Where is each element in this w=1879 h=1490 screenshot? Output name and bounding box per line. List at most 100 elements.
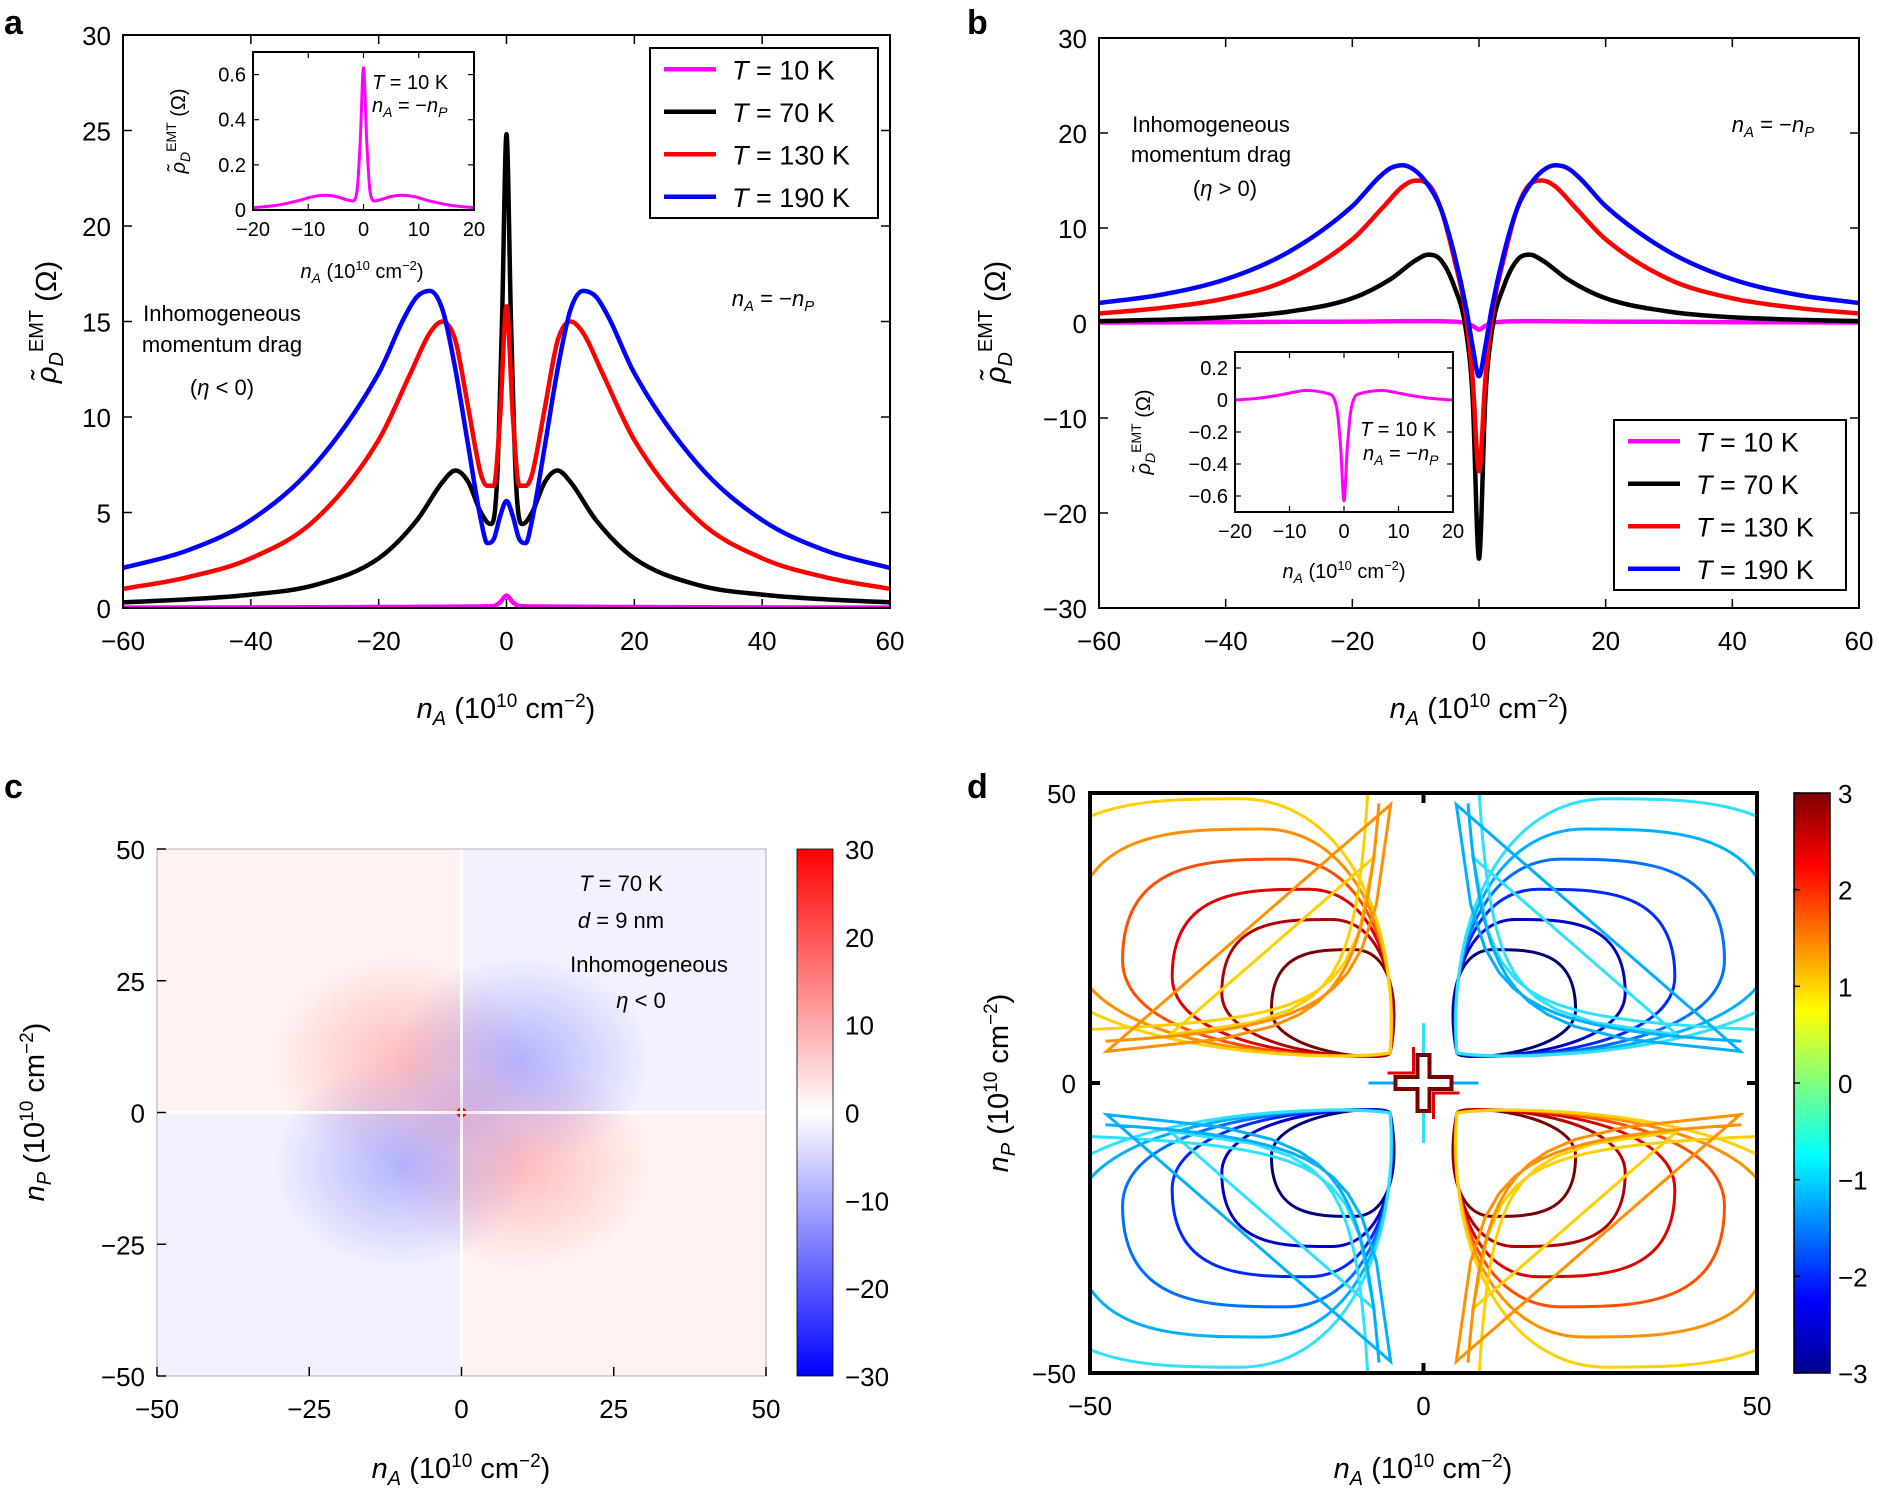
- contour-line: [1121, 1108, 1394, 1309]
- colorbar-d: −3 −2 −1 0 1 2 3: [1793, 779, 1868, 1389]
- y-tick-label: 0: [97, 594, 111, 624]
- heatmap-c: [157, 849, 766, 1376]
- colorbar-tick-label: 30: [845, 835, 874, 865]
- series-line: [1099, 318, 1859, 332]
- legend-b: T = 10 K T = 70 K T = 130 K T = 190 K: [1613, 419, 1847, 591]
- contour-line: [1453, 857, 1726, 1058]
- colorbar-tick-label: 0: [1838, 1069, 1852, 1099]
- legend-entry: T = 10 K: [1696, 427, 1799, 457]
- y-tick-label: 5: [97, 499, 111, 529]
- y-axis-label-b: ρ̃DEMT (Ω): [975, 261, 1017, 384]
- contour-line: [1470, 793, 1757, 1037]
- y-tick-label: −10: [1043, 404, 1087, 434]
- x-axis-label-c: nA (1010 cm−2): [372, 1451, 551, 1490]
- colorbar-tick-label: 3: [1838, 779, 1852, 809]
- panel-b: −60 −40 −20 0 20 40 60 −30 −20 −10 0 10 20 30 nA (101…: [975, 24, 1873, 730]
- legend-entry: T = 190 K: [732, 183, 850, 213]
- colorbar-tick-label: −3: [1838, 1359, 1868, 1389]
- y-tick-label: −30: [1043, 594, 1087, 624]
- y-tick-label: 0.2: [218, 155, 246, 177]
- colorbar-tick-label: −2: [1838, 1262, 1868, 1292]
- x-tick-label: 10: [408, 219, 430, 241]
- plot-frame-b: [1098, 37, 1860, 609]
- inset-annotation-b-0: T = 10 K: [1360, 419, 1437, 441]
- colorbar-tick-label: −20: [845, 1274, 889, 1304]
- x-tick-label: −60: [101, 626, 145, 656]
- series-line: [123, 303, 890, 592]
- x-tick-label: 0: [499, 626, 513, 656]
- x-tick-label: 0: [1416, 1391, 1430, 1421]
- y-axis-label-d: nP (1010 cm−2): [981, 994, 1020, 1173]
- y-tick-label: 20: [82, 212, 111, 242]
- y-tick-label: 25: [82, 117, 111, 147]
- annotation-c-0: T = 70 K: [579, 871, 663, 896]
- y-tick-label: −25: [101, 1230, 145, 1260]
- legend-box: [1613, 419, 1847, 591]
- y-tick-label: 0: [131, 1099, 145, 1129]
- x-tick-label: 10: [1387, 521, 1409, 543]
- x-tick-label: 0: [454, 1394, 468, 1424]
- y-tick-label: 0: [1073, 309, 1087, 339]
- contour-line: [1453, 887, 1677, 1058]
- annotation-c-2: Inhomogeneous: [570, 952, 728, 977]
- x-tick-label: 0: [1338, 521, 1349, 543]
- legend-entry: T = 130 K: [1696, 512, 1814, 542]
- y-tick-label: 20: [1058, 119, 1087, 149]
- x-tick-label: −40: [1204, 626, 1248, 656]
- x-tick-label: −10: [1273, 521, 1307, 543]
- panel-label-b: b: [967, 4, 988, 42]
- x-tick-label: 40: [748, 626, 777, 656]
- y-tick-label: 0.6: [218, 65, 246, 87]
- contour-line: [1102, 800, 1393, 1054]
- panel-d: −50 0 50 −50 0 50 −3 −2 −1 0 1 2 3 nA (1010 cm−2) n…: [981, 779, 1868, 1490]
- series-line: [1099, 163, 1859, 379]
- y-tick-label: 0.2: [1200, 358, 1228, 380]
- lobe: [270, 1060, 531, 1271]
- contour-line: [1090, 1108, 1393, 1369]
- y-tick-label: 10: [1058, 214, 1087, 244]
- y-tick-label: 30: [1058, 24, 1087, 54]
- inset-b: −20 −10 0 10 20 −0.6 −0.4 −0.2 0 0.2 nA (1010 cm−…: [1128, 351, 1464, 586]
- contour-line: [1121, 857, 1394, 1058]
- contour-line: [1453, 1108, 1677, 1279]
- contour-line: [1170, 1108, 1394, 1279]
- y-tick-label: 50: [1047, 779, 1076, 809]
- legend-entry: T = 10 K: [732, 55, 835, 85]
- annotation-a-1: momentum drag: [142, 332, 302, 357]
- series-line: [1235, 388, 1453, 503]
- plot-frame-a: [122, 34, 891, 609]
- inset-a: −20 −10 0 10 20 0 0.2 0.4 0.6 nA (1010 cm−2) ρ̃D…: [163, 51, 485, 286]
- inset-annotation-b-1: nA = −nP: [1363, 443, 1439, 468]
- x-tick-label: −20: [1218, 521, 1252, 543]
- x-tick-label: −40: [229, 626, 273, 656]
- x-tick-label: −50: [135, 1394, 179, 1424]
- x-tick-label: −50: [1068, 1391, 1112, 1421]
- contour-line: [1102, 1112, 1393, 1366]
- colorbar-tick-label: −30: [845, 1362, 889, 1392]
- x-tick-label: −10: [291, 219, 325, 241]
- contour-line: [1090, 797, 1393, 1058]
- y-tick-label: 0: [235, 200, 246, 222]
- contour-line: [1452, 917, 1627, 1058]
- contour-line: [1393, 1053, 1454, 1113]
- legend-entry: T = 70 K: [732, 98, 835, 128]
- annotation-b-1: momentum drag: [1131, 142, 1291, 167]
- contour-line: [1170, 887, 1394, 1058]
- contour-line: [1090, 1129, 1377, 1373]
- annotation-b-2: (η > 0): [1193, 176, 1257, 201]
- x-tick-label: −20: [236, 219, 270, 241]
- legend-box: [649, 47, 879, 219]
- contours-d: [1090, 793, 1757, 1373]
- x-tick-label: −25: [287, 1394, 331, 1424]
- y-tick-label: 15: [82, 308, 111, 338]
- annotation-a-0: Inhomogeneous: [143, 301, 301, 326]
- y-tick-label: 25: [116, 967, 145, 997]
- colorbar-c: −30 −20 −10 0 10 20 30: [796, 835, 889, 1392]
- inset-y-label-b: ρ̃DEMT (Ω): [1128, 390, 1158, 476]
- x-tick-label: 20: [1591, 626, 1620, 656]
- annotation-b-0: Inhomogeneous: [1132, 112, 1290, 137]
- x-tick-label: 20: [620, 626, 649, 656]
- series-line: [1099, 178, 1859, 474]
